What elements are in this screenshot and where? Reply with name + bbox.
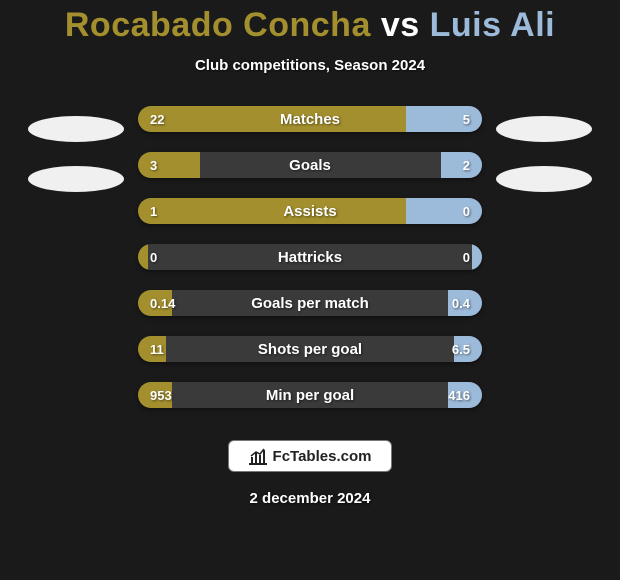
stat-label: Goals per match — [138, 290, 482, 316]
date: 2 december 2024 — [250, 490, 371, 507]
chart-icon — [249, 447, 267, 465]
title-vs: vs — [381, 6, 420, 44]
title-player2: Luis Ali — [430, 6, 556, 44]
stat-label: Assists — [138, 198, 482, 224]
page-title: Rocabado Concha vs Luis Ali — [65, 6, 555, 45]
stat-label: Shots per goal — [138, 336, 482, 362]
stats-area: 225Matches 32Goals 10Assists 00Hattricks 0.1… — [0, 106, 620, 408]
stat-label: Matches — [138, 106, 482, 132]
stat-row: 00Hattricks — [138, 244, 482, 270]
stat-row: 116.5Shots per goal — [138, 336, 482, 362]
stat-label: Hattricks — [138, 244, 482, 270]
brand-badge[interactable]: FcTables.com — [228, 440, 393, 472]
stat-row: 32Goals — [138, 152, 482, 178]
stat-label: Goals — [138, 152, 482, 178]
placeholder-oval — [496, 116, 592, 142]
left-oval-column — [28, 116, 124, 192]
brand-text: FcTables.com — [273, 448, 372, 465]
title-player1: Rocabado Concha — [65, 6, 371, 44]
stat-row: 0.140.4Goals per match — [138, 290, 482, 316]
stat-bars: 225Matches 32Goals 10Assists 00Hattricks 0.1… — [138, 106, 482, 408]
subtitle: Club competitions, Season 2024 — [195, 57, 425, 74]
placeholder-oval — [28, 116, 124, 142]
stat-row: 10Assists — [138, 198, 482, 224]
placeholder-oval — [28, 166, 124, 192]
stat-row: 225Matches — [138, 106, 482, 132]
stat-row: 953416Min per goal — [138, 382, 482, 408]
right-oval-column — [496, 116, 592, 192]
stat-label: Min per goal — [138, 382, 482, 408]
placeholder-oval — [496, 166, 592, 192]
